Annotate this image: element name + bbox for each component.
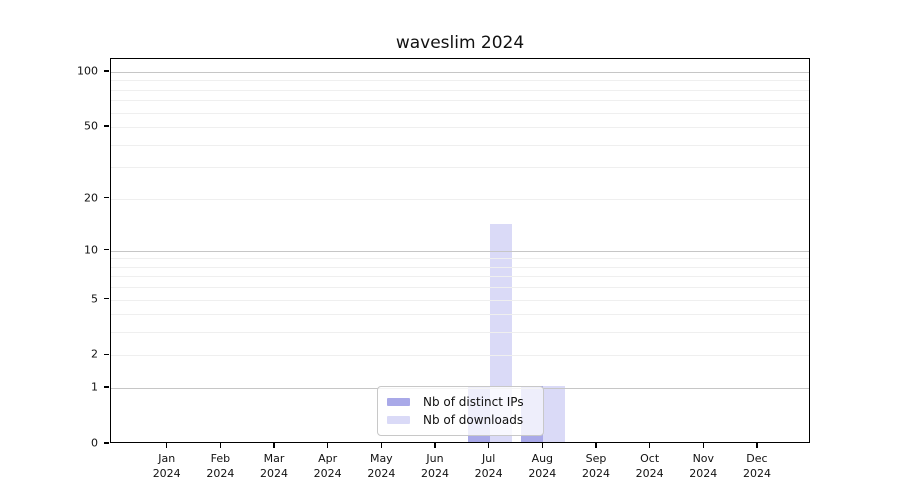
x-tick-mark xyxy=(273,443,275,448)
y-tick-mark xyxy=(104,125,109,127)
x-tick-mark xyxy=(702,443,704,448)
y-tick-mark xyxy=(104,386,109,388)
y-tick-label: 0 xyxy=(91,436,98,450)
x-tick-label: Feb 2024 xyxy=(206,452,235,480)
x-tick-mark xyxy=(541,443,543,448)
y-tick-mark xyxy=(104,297,109,300)
y-tick-label: 2 xyxy=(91,347,98,361)
x-tick-label: Aug 2024 xyxy=(528,452,557,480)
y-tick-label: 100 xyxy=(77,64,98,78)
x-tick-mark xyxy=(380,443,383,448)
legend-swatch-distinct-ips-icon xyxy=(387,398,410,406)
y-tick-label: 50 xyxy=(84,119,98,133)
y-tick-mark xyxy=(104,442,109,444)
legend-entry-distinct-ips: Nb of distinct IPs xyxy=(387,395,534,409)
x-tick-label: Mar 2024 xyxy=(260,452,289,480)
y-tick-label: 10 xyxy=(84,243,98,257)
y-tick-mark xyxy=(104,353,109,356)
bar-downloads-aug xyxy=(543,386,566,442)
x-tick-label: Sep 2024 xyxy=(581,452,610,480)
x-tick-mark xyxy=(487,443,490,448)
x-tick-label: May 2024 xyxy=(367,452,396,480)
x-tick-label: Nov 2024 xyxy=(689,452,718,480)
legend-label-downloads: Nb of downloads xyxy=(423,413,524,427)
y-tick-label: 5 xyxy=(91,292,98,306)
bars-layer xyxy=(111,59,809,442)
plot-area: Nb of distinct IPs Nb of downloads xyxy=(110,58,810,443)
x-tick-mark xyxy=(166,443,168,448)
x-tick-label: Jul 2024 xyxy=(474,452,503,480)
legend-entry-downloads: Nb of downloads xyxy=(387,413,534,427)
x-tick-label: Jan 2024 xyxy=(152,452,181,480)
x-tick-label: Jun 2024 xyxy=(421,452,449,480)
legend-label-distinct-ips: Nb of distinct IPs xyxy=(423,395,524,409)
x-tick-mark xyxy=(219,443,222,448)
x-tick-label: Oct 2024 xyxy=(635,452,664,480)
x-tick-mark xyxy=(648,443,651,448)
x-tick-mark xyxy=(756,443,758,448)
legend-swatch-downloads-icon xyxy=(387,416,410,424)
x-tick-mark xyxy=(326,443,329,448)
x-tick-label: Dec 2024 xyxy=(742,452,771,480)
y-tick-label: 1 xyxy=(91,380,98,394)
y-tick-mark xyxy=(104,70,109,72)
x-tick-mark xyxy=(434,443,436,448)
chart-title: waveslim 2024 xyxy=(395,33,525,53)
y-tick-mark xyxy=(104,196,109,199)
y-tick-label: 20 xyxy=(84,191,98,205)
legend: Nb of distinct IPs Nb of downloads xyxy=(377,386,544,436)
y-tick-mark xyxy=(104,249,109,251)
x-tick-mark xyxy=(595,443,597,448)
x-tick-label: Apr 2024 xyxy=(313,452,342,480)
